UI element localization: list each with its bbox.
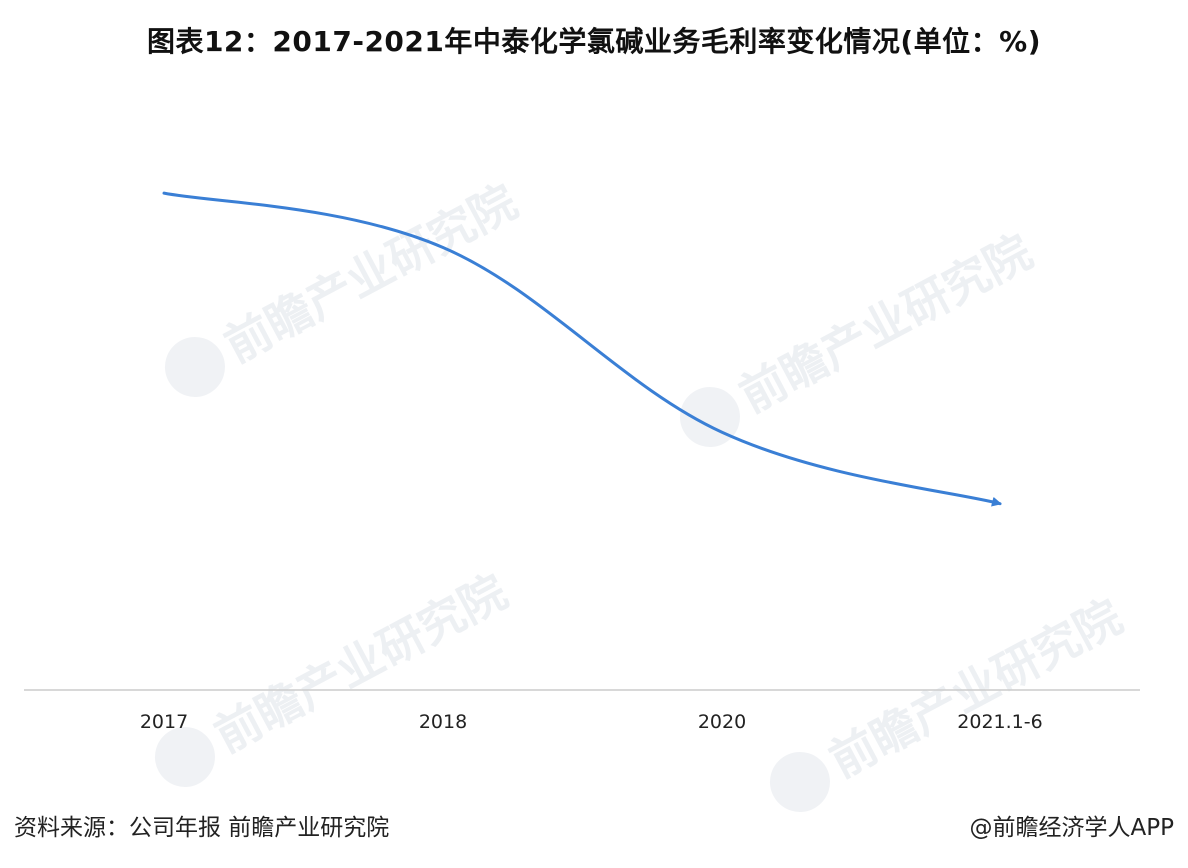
watermark-logo-icon <box>769 751 830 812</box>
x-tick-label: 2021.1-6 <box>957 711 1042 733</box>
watermark-3: 前瞻产业研究院 <box>154 564 516 787</box>
x-tick-label: 2018 <box>419 711 467 733</box>
watermark-4: 前瞻产业研究院 <box>769 589 1131 812</box>
x-tick-label: 2020 <box>698 711 746 733</box>
x-tick-labels: 2017 2018 2020 2021.1-6 <box>140 711 1043 733</box>
brand-label: @前瞻经济学人APP <box>969 815 1174 841</box>
x-tick-label: 2017 <box>140 711 188 733</box>
watermark-text: 前瞻产业研究院 <box>206 564 516 763</box>
watermark-logo-icon <box>164 336 225 397</box>
watermark-text: 前瞻产业研究院 <box>821 589 1131 788</box>
watermark-1: 前瞻产业研究院 <box>164 174 526 397</box>
chart-title: 图表12：2017-2021年中泰化学氯碱业务毛利率变化情况(单位：%) <box>146 25 1042 58</box>
watermark-text: 前瞻产业研究院 <box>731 224 1041 423</box>
watermark-2: 前瞻产业研究院 <box>679 224 1041 447</box>
watermark-logo-icon <box>154 726 215 787</box>
series-line <box>162 191 1002 507</box>
source-note: 资料来源：公司年报 前瞻产业研究院 <box>14 815 390 841</box>
